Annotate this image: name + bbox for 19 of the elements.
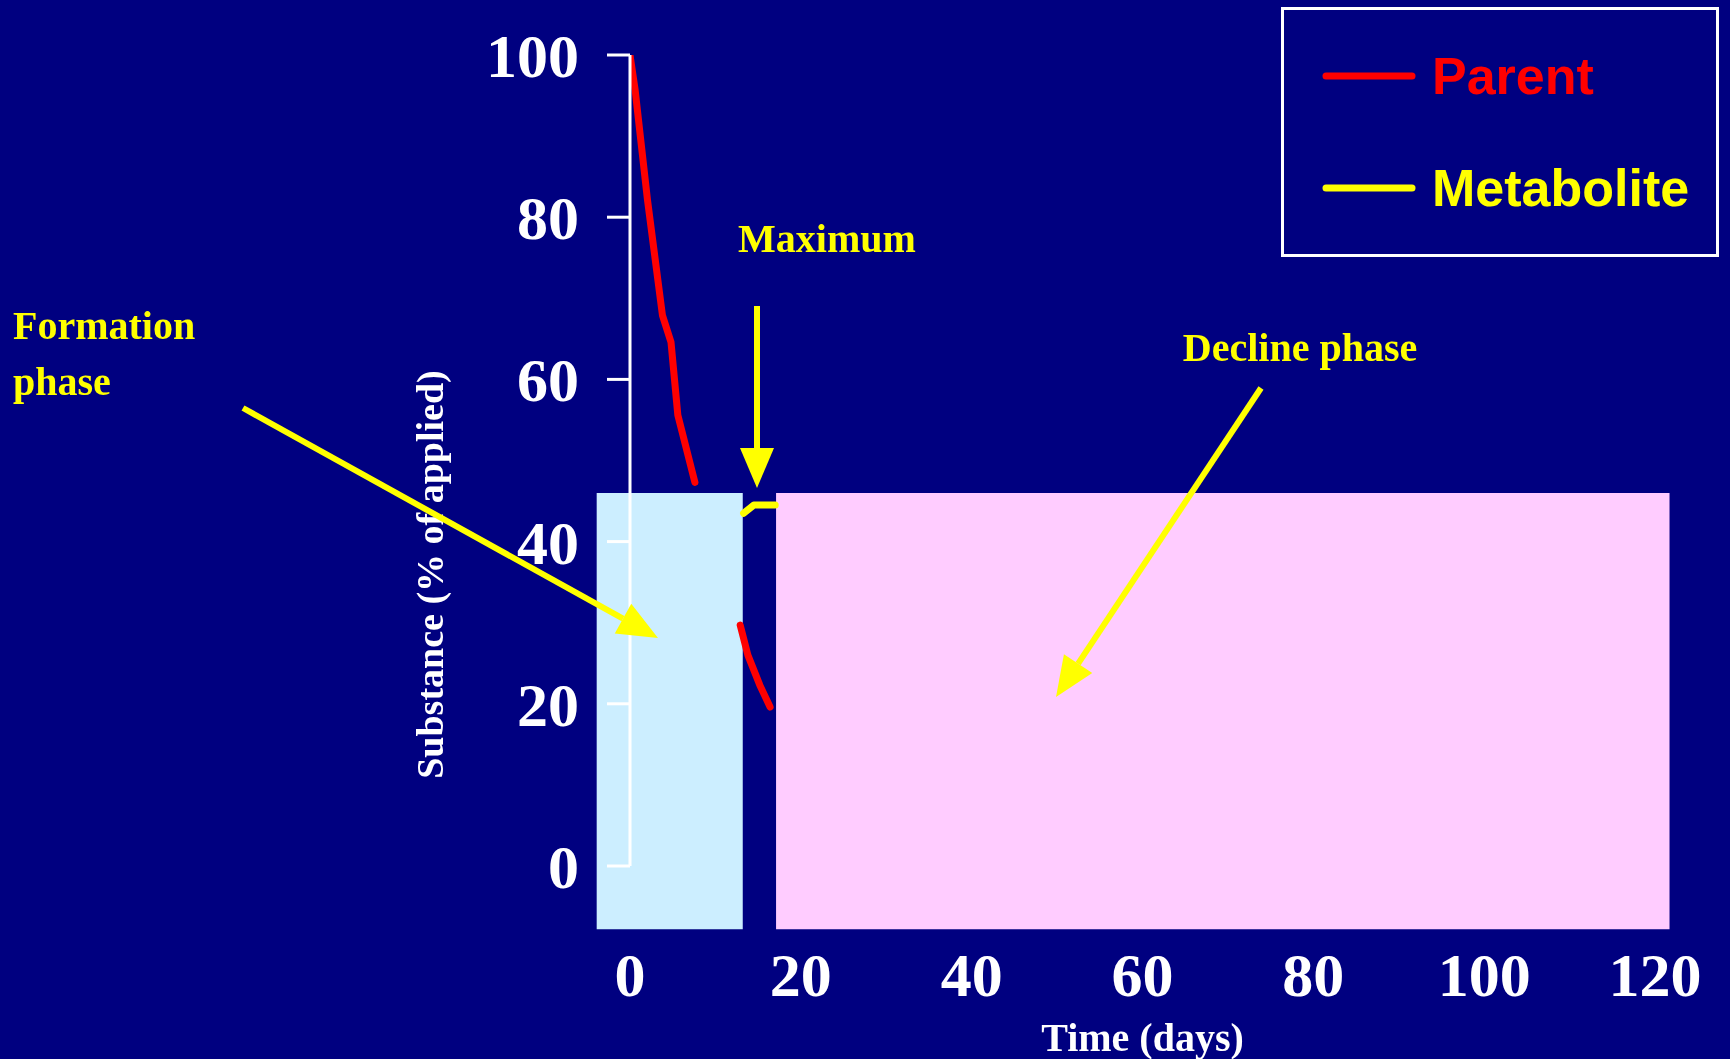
x-axis-title: Time (days) xyxy=(1041,1015,1244,1059)
x-tick-label: 60 xyxy=(1111,941,1174,1010)
y-tick-label: 0 xyxy=(548,833,579,902)
x-tick-label: 100 xyxy=(1437,941,1531,1010)
y-tick-label: 100 xyxy=(486,22,579,91)
legend-label: Metabolite xyxy=(1432,158,1690,218)
x-tick-label: 40 xyxy=(940,941,1003,1010)
legend-label: Parent xyxy=(1432,46,1594,106)
x-tick-label: 80 xyxy=(1282,941,1345,1010)
y-tick-label: 60 xyxy=(517,346,579,415)
band-label: Formation phase xyxy=(13,302,197,406)
x-tick-label: 120 xyxy=(1608,941,1702,1010)
x-tick-label: 20 xyxy=(769,941,832,1010)
y-tick-label: 40 xyxy=(517,508,579,577)
x-tick-label: 0 xyxy=(614,941,646,1010)
band-label: Decline phase xyxy=(1181,324,1419,372)
y-tick-label: 80 xyxy=(517,184,579,253)
y-tick-label: 20 xyxy=(517,670,579,739)
annotation: Maximum xyxy=(737,215,917,263)
